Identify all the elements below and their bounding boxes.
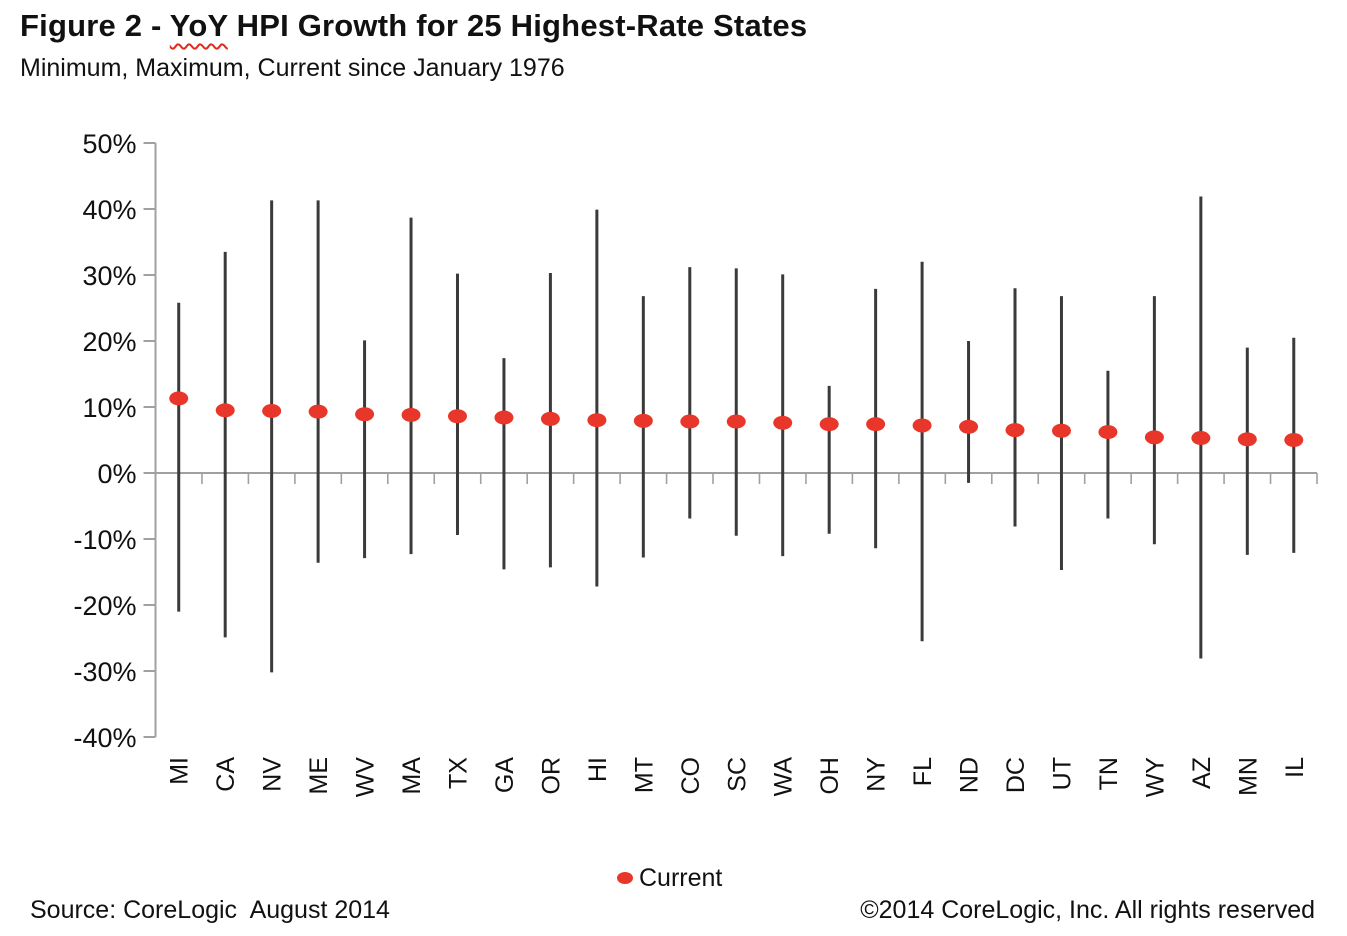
current-dot-icon: [617, 872, 633, 884]
y-tick-label-50: 50%: [82, 129, 136, 159]
y-tick-label-30: 30%: [82, 261, 136, 291]
current-dot-CO: [680, 414, 700, 429]
current-dot-TN: [1098, 425, 1118, 440]
x-label-TN: TN: [1095, 757, 1123, 790]
y-tick-label--40: -40%: [73, 723, 136, 753]
x-label-MN: MN: [1234, 757, 1262, 796]
current-dot-MI: [169, 391, 189, 406]
current-dot-ND: [959, 419, 979, 434]
x-label-UT: UT: [1048, 757, 1076, 790]
x-label-WV: WV: [352, 757, 380, 798]
x-label-HI: HI: [584, 757, 612, 782]
figure-title-suffix: HPI Growth for 25 Highest-Rate States: [227, 8, 808, 43]
current-dot-MT: [633, 413, 653, 428]
current-dot-MA: [401, 407, 421, 422]
x-label-CO: CO: [677, 757, 705, 795]
x-label-TX: TX: [444, 757, 472, 789]
x-label-WY: WY: [1141, 757, 1169, 798]
x-label-MT: MT: [630, 757, 658, 793]
current-dot-WV: [355, 407, 375, 422]
y-tick-label--30: -30%: [73, 657, 136, 687]
current-dot-FL: [912, 418, 932, 433]
y-tick-label-40: 40%: [82, 195, 136, 225]
legend: Current: [617, 862, 722, 894]
x-label-IL: IL: [1281, 757, 1309, 778]
x-label-WA: WA: [770, 757, 798, 797]
x-label-GA: GA: [491, 757, 519, 793]
current-dot-CA: [215, 403, 235, 418]
y-tick-label-0: 0%: [97, 459, 136, 489]
figure-title: Figure 2 - YoY HPI Growth for 25 Highest…: [20, 8, 807, 44]
current-dot-AZ: [1191, 431, 1211, 446]
source-note: Source: CoreLogic August 2014: [30, 896, 390, 924]
figure-title-yoy-word: YoY: [169, 8, 228, 43]
x-label-ND: ND: [956, 757, 984, 793]
legend-current-label: Current: [639, 863, 723, 892]
x-label-NY: NY: [863, 757, 891, 792]
x-label-MA: MA: [398, 757, 426, 795]
x-label-NV: NV: [259, 757, 287, 792]
y-tick-label--10: -10%: [73, 525, 136, 555]
current-dot-SC: [726, 414, 746, 429]
figure-title-prefix: Figure 2 -: [20, 8, 170, 43]
current-dot-HI: [587, 413, 607, 428]
current-dot-ME: [308, 404, 328, 419]
current-dot-TX: [447, 409, 467, 424]
current-dot-UT: [1051, 423, 1071, 438]
figure-subtitle: Minimum, Maximum, Current since January …: [20, 54, 565, 82]
current-dot-WY: [1144, 430, 1164, 445]
current-dot-NV: [262, 403, 282, 418]
x-label-DC: DC: [1002, 757, 1030, 793]
current-dot-OR: [540, 411, 560, 426]
x-label-OH: OH: [816, 757, 844, 795]
y-tick-label--20: -20%: [73, 591, 136, 621]
current-dot-WA: [773, 415, 793, 430]
x-label-CA: CA: [212, 757, 240, 792]
x-label-ME: ME: [305, 757, 333, 795]
current-dot-GA: [494, 410, 514, 425]
current-dot-NY: [866, 417, 886, 432]
x-label-SC: SC: [723, 757, 751, 792]
x-label-AZ: AZ: [1188, 757, 1216, 789]
current-dot-OH: [819, 417, 839, 432]
current-dot-DC: [1005, 423, 1025, 438]
x-label-FL: FL: [909, 757, 937, 786]
copyright-note: ©2014 CoreLogic, Inc. All rights reserve…: [860, 896, 1315, 924]
current-dot-IL: [1284, 433, 1304, 447]
x-label-MI: MI: [166, 757, 194, 785]
y-tick-label-20: 20%: [82, 327, 136, 357]
current-dot-MN: [1237, 432, 1257, 447]
y-tick-label-10: 10%: [82, 393, 136, 423]
x-label-OR: OR: [537, 757, 565, 795]
